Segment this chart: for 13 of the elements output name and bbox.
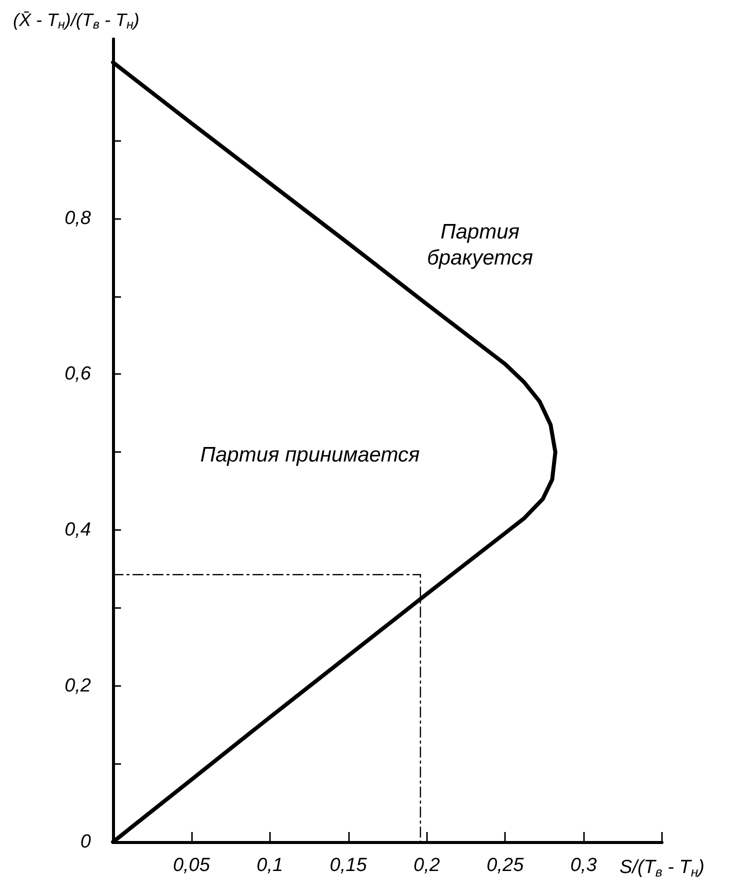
- x-tick-label: 0,2: [414, 855, 440, 876]
- x-tick-label: 0,15: [330, 855, 368, 876]
- y-tick-label: 0: [80, 832, 92, 852]
- annotation: Партия принимается: [200, 444, 420, 466]
- x-tick-label: 0,1: [256, 855, 284, 876]
- x-tick-label: 0,05: [172, 855, 210, 876]
- y-tick-label: 0,4: [64, 520, 91, 541]
- y-tick-label: 0,2: [64, 676, 92, 697]
- y-tick-label: 0,6: [64, 364, 92, 385]
- x-tick-label: 0,25: [486, 855, 524, 876]
- y-tick-label: 0,8: [64, 208, 92, 229]
- x-tick-label: 0,3: [570, 855, 598, 876]
- annotation: Партия бракуется: [426, 220, 534, 270]
